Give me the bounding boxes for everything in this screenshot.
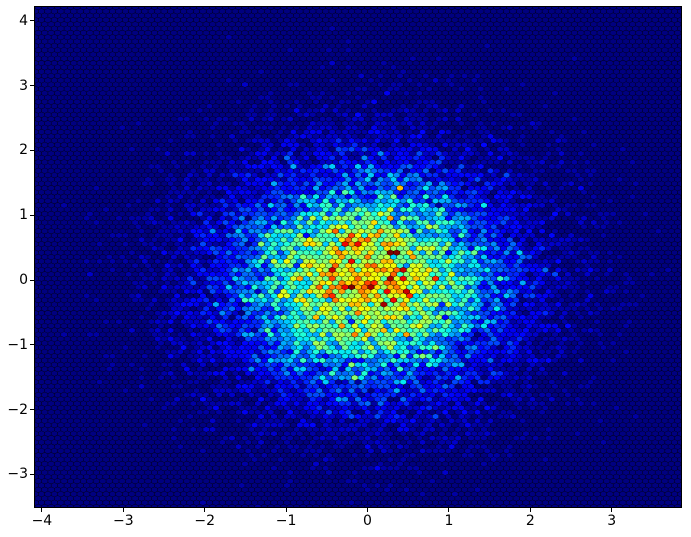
y-axis-tick-label: −2: [7, 401, 28, 418]
y-axis-tick-label: −1: [7, 336, 28, 353]
y-axis-tick: [30, 85, 34, 87]
y-axis-tick: [30, 149, 34, 151]
x-axis-tick: [285, 508, 287, 512]
x-axis-tick-label: −1: [275, 513, 297, 529]
hexbin-plot-canvas: [35, 7, 681, 507]
y-axis-tick: [30, 473, 34, 475]
y-axis-tick-label: 4: [19, 12, 28, 29]
x-axis-tick: [204, 508, 206, 512]
x-axis-tick-label: −2: [194, 513, 216, 529]
x-axis-tick: [122, 508, 124, 512]
y-axis-tick-label: 2: [19, 142, 28, 159]
y-axis-tick: [30, 214, 34, 216]
x-axis-tick: [611, 508, 613, 512]
x-axis-tick-label: −4: [31, 513, 53, 529]
y-axis-tick: [30, 20, 34, 22]
x-axis-tick-label: 1: [444, 513, 454, 529]
y-axis-tick: [30, 409, 34, 411]
y-axis-tick-label: 1: [19, 207, 28, 224]
x-axis-tick-label: 0: [363, 513, 372, 529]
x-axis-tick-label: 2: [525, 513, 535, 529]
y-axis-tick: [30, 344, 34, 346]
x-axis-tick: [529, 508, 531, 512]
axes-frame: [34, 6, 682, 508]
x-axis-tick-label: 3: [607, 513, 617, 529]
y-axis-tick: [30, 279, 34, 281]
x-axis-tick: [41, 508, 43, 512]
x-axis-tick: [448, 508, 450, 512]
y-axis-tick-label: 3: [19, 77, 28, 94]
x-axis-tick-label: −3: [112, 513, 134, 529]
y-axis-tick-label: 0: [19, 272, 28, 288]
y-axis-tick-label: −3: [7, 466, 28, 483]
x-axis-tick: [367, 508, 369, 512]
